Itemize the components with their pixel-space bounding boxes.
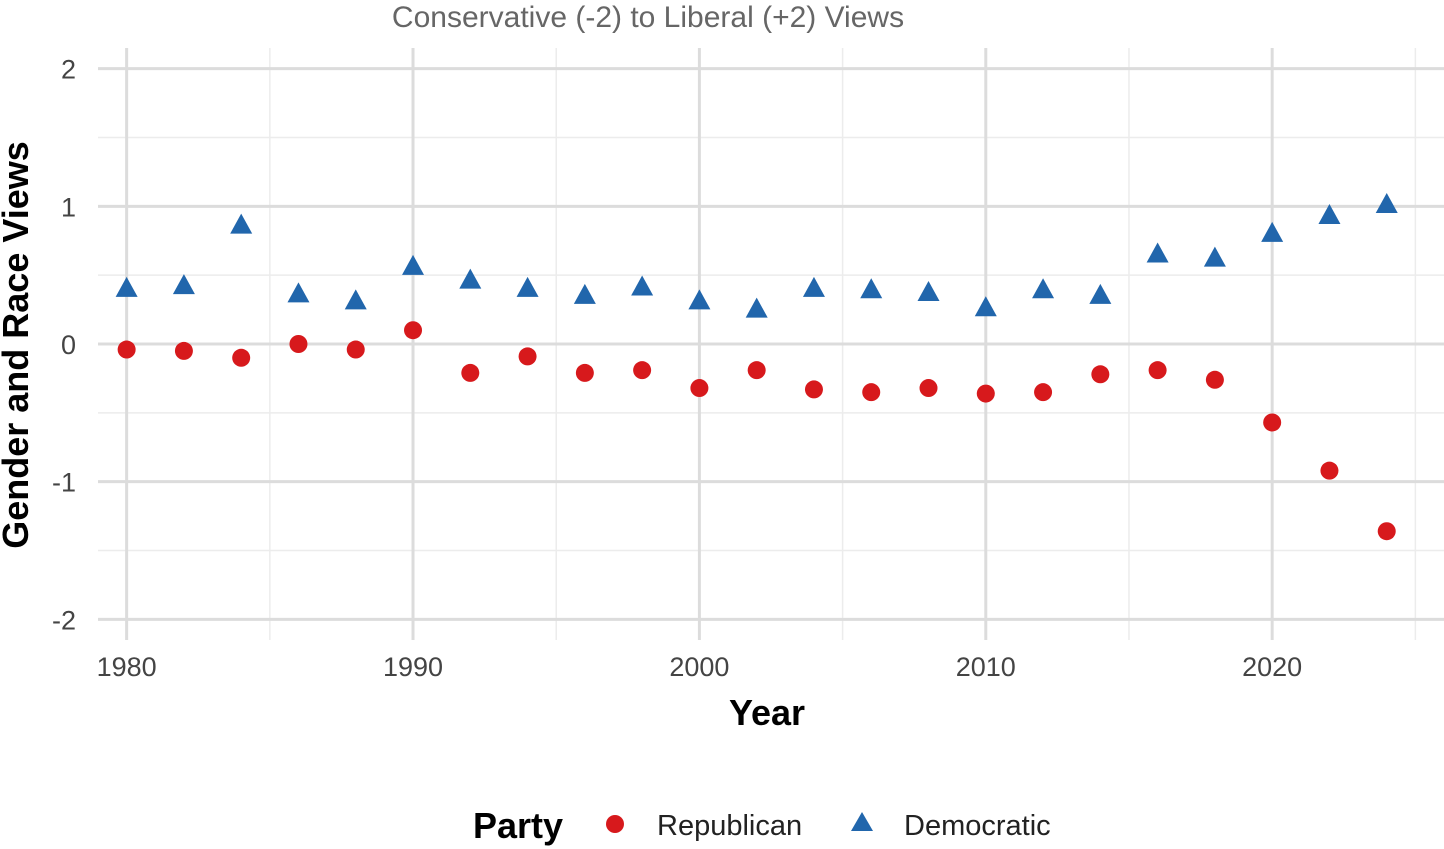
democratic-point [917, 281, 940, 302]
democratic-point [860, 278, 883, 299]
democratic-point [573, 283, 596, 304]
democratic-point [1089, 283, 1112, 304]
republican-point [461, 363, 480, 382]
republican-point [633, 361, 652, 380]
democratic-point [974, 296, 997, 317]
republican-point [289, 335, 308, 353]
democratic-point [115, 276, 138, 297]
democratic-point [802, 276, 825, 297]
democratic-point [402, 254, 425, 275]
republican-point [1377, 522, 1396, 541]
x-axis-ticks: 1980 1990 2000 2010 2020 [97, 652, 1303, 682]
democratic-point [1261, 221, 1284, 242]
legend-democratic-marker [851, 812, 873, 831]
x-tick-label: 1990 [383, 652, 443, 682]
democratic-point [230, 213, 253, 234]
republican-point [1148, 361, 1167, 380]
x-tick-label: 1980 [97, 652, 157, 682]
legend-republican-marker [606, 815, 624, 833]
democratic-point [1032, 278, 1055, 299]
republican-point [404, 321, 423, 340]
republican-point [174, 341, 193, 360]
republican-point [1091, 365, 1110, 384]
chart-subtitle: Conservative (-2) to Liberal (+2) Views [392, 1, 904, 34]
democratic-point [516, 276, 539, 297]
republican-point [575, 363, 594, 382]
y-tick-label: -1 [52, 468, 76, 498]
x-tick-label: 2010 [956, 652, 1016, 682]
republican-point [1320, 461, 1339, 480]
democratic-point [1146, 242, 1169, 263]
democratic-point [459, 268, 482, 289]
republican-point [1263, 413, 1282, 432]
democratic-point [1203, 246, 1226, 267]
democratic-point [688, 289, 711, 310]
democratic-point [745, 297, 768, 318]
y-axis-ticks: -2 -1 0 1 2 [52, 55, 76, 636]
republican-point [804, 380, 823, 399]
democratic-point [1375, 192, 1398, 213]
republican-point [862, 383, 881, 402]
grid [98, 48, 1444, 640]
republican-point [518, 347, 537, 366]
legend: Party Republican Democratic [473, 805, 1051, 846]
legend-republican-label: Republican [657, 810, 802, 842]
legend-democratic-label: Democratic [904, 810, 1051, 842]
democratic-point [172, 274, 195, 295]
republican-point [919, 379, 938, 398]
republican-point [747, 361, 766, 380]
y-tick-label: 1 [61, 192, 76, 222]
republican-point [690, 379, 709, 398]
y-tick-label: 2 [61, 55, 76, 85]
republican-point [232, 348, 251, 367]
democratic-point [344, 289, 367, 310]
x-tick-label: 2000 [669, 652, 729, 682]
y-axis-title: Gender and Race Views [0, 141, 36, 549]
y-tick-label: 0 [61, 330, 76, 360]
legend-title: Party [473, 805, 563, 846]
x-axis-title: Year [729, 692, 805, 733]
republican-point [976, 384, 995, 403]
republican-point [1034, 383, 1053, 402]
democratic-point [631, 275, 654, 296]
y-tick-label: -2 [52, 605, 76, 635]
democratic-point [287, 282, 310, 303]
data-points [115, 192, 1398, 541]
x-tick-label: 2020 [1242, 652, 1302, 682]
republican-point [117, 340, 136, 359]
democratic-point [1318, 203, 1341, 224]
republican-point [1205, 370, 1224, 389]
republican-point [346, 340, 365, 359]
